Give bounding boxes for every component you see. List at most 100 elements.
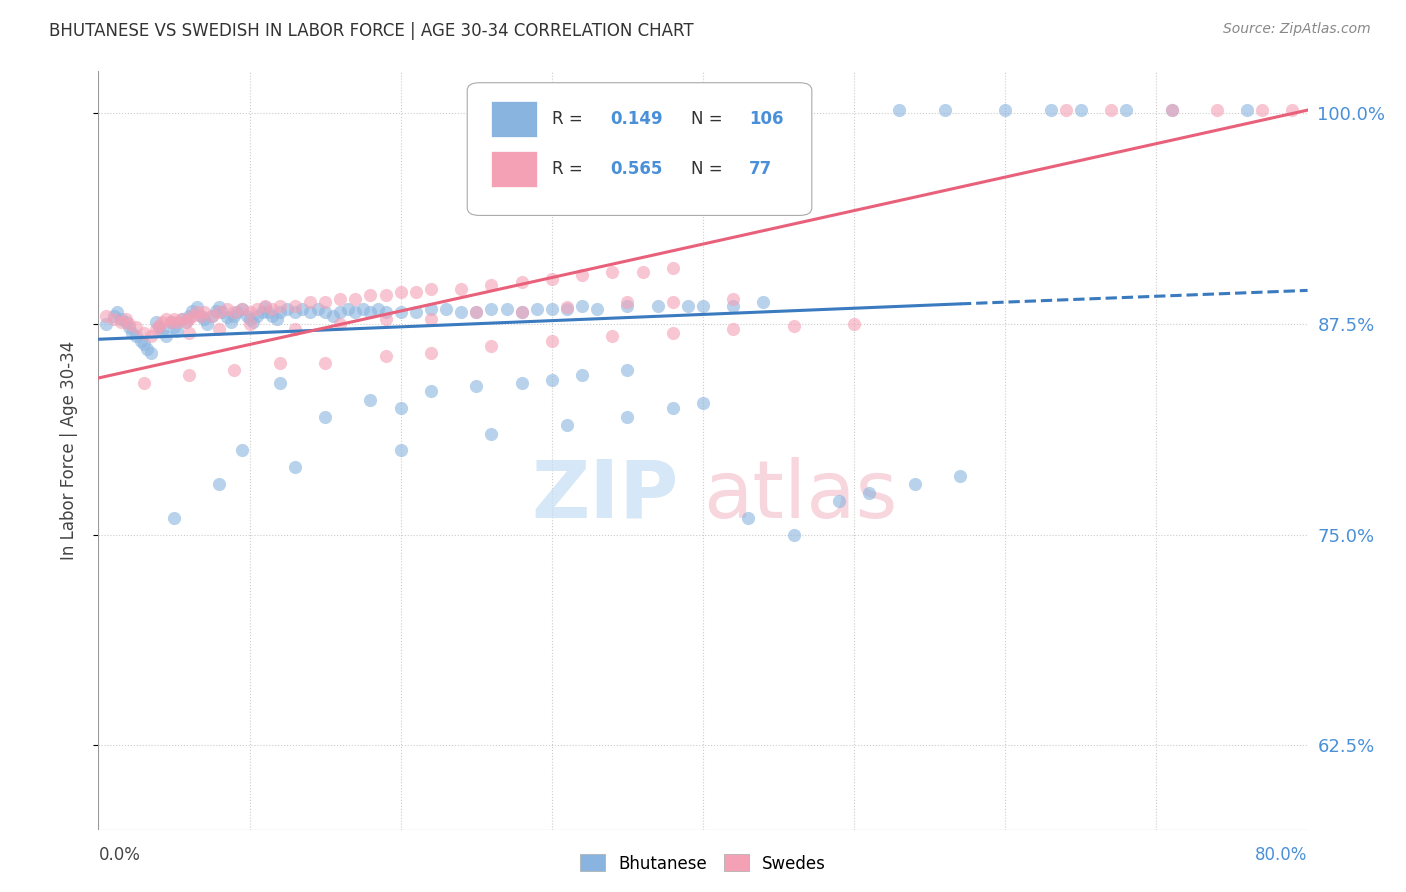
Point xyxy=(828,494,851,508)
Point xyxy=(420,345,443,359)
Point xyxy=(221,315,243,329)
Point xyxy=(181,309,204,323)
Text: R =: R = xyxy=(551,110,588,128)
Text: Source: ZipAtlas.com: Source: ZipAtlas.com xyxy=(1223,22,1371,37)
Text: 0.149: 0.149 xyxy=(610,110,662,128)
Text: 80.0%: 80.0% xyxy=(1256,847,1308,864)
Point xyxy=(344,305,367,319)
Point xyxy=(253,299,276,313)
Point xyxy=(215,310,238,325)
Point xyxy=(205,303,228,318)
Point xyxy=(262,309,284,323)
Point xyxy=(420,384,443,399)
Point xyxy=(145,315,167,329)
Point xyxy=(125,329,148,343)
Point xyxy=(239,305,262,319)
Point xyxy=(121,326,143,340)
Point xyxy=(114,312,136,326)
Text: N =: N = xyxy=(690,110,728,128)
Point xyxy=(616,362,638,376)
Point xyxy=(692,396,714,410)
Point xyxy=(602,103,624,117)
Point xyxy=(949,468,972,483)
Point xyxy=(242,315,264,329)
Point xyxy=(193,305,215,319)
Point xyxy=(186,300,208,314)
Point xyxy=(360,305,382,319)
Point xyxy=(783,527,806,541)
Text: atlas: atlas xyxy=(703,457,897,535)
Point xyxy=(269,356,291,370)
Point xyxy=(465,305,488,319)
Point xyxy=(145,322,167,336)
Point xyxy=(533,103,555,117)
Point xyxy=(465,305,488,319)
Text: R =: R = xyxy=(551,161,588,178)
Point xyxy=(533,103,555,117)
Text: 0.0%: 0.0% xyxy=(98,847,141,864)
Point xyxy=(132,337,155,351)
Point xyxy=(450,282,472,296)
Point xyxy=(1054,103,1077,117)
Point xyxy=(723,103,745,117)
Point xyxy=(160,315,183,329)
Point xyxy=(239,312,262,326)
Point xyxy=(299,295,322,310)
Point xyxy=(231,301,253,316)
Point xyxy=(858,485,880,500)
Point xyxy=(135,343,157,357)
Point xyxy=(118,317,141,331)
Point xyxy=(510,275,533,289)
Point xyxy=(299,305,322,319)
Point xyxy=(181,303,204,318)
Point xyxy=(250,305,273,319)
Point xyxy=(586,301,609,316)
Point xyxy=(481,339,503,353)
Point xyxy=(179,368,201,382)
Point xyxy=(510,305,533,319)
Point xyxy=(540,301,562,316)
Point xyxy=(374,305,396,319)
Point xyxy=(201,309,224,323)
Point xyxy=(510,305,533,319)
Point xyxy=(208,305,231,319)
Point xyxy=(190,309,212,323)
Point xyxy=(329,317,352,331)
Point xyxy=(616,295,638,310)
Point xyxy=(510,376,533,390)
Point xyxy=(661,295,683,310)
Point xyxy=(329,305,352,319)
Point xyxy=(208,477,231,491)
Point xyxy=(179,326,201,340)
Point xyxy=(450,305,472,319)
Point xyxy=(352,301,374,316)
Point xyxy=(564,103,586,117)
Point xyxy=(208,322,231,336)
Point xyxy=(155,329,177,343)
Point xyxy=(631,265,654,279)
Point xyxy=(190,309,212,323)
Point xyxy=(269,299,291,313)
Point xyxy=(94,317,117,331)
Point xyxy=(215,301,238,316)
Point xyxy=(211,305,233,319)
Point xyxy=(141,345,163,359)
Legend: Bhutanese, Swedes: Bhutanese, Swedes xyxy=(574,847,832,880)
Point xyxy=(314,409,336,424)
Point xyxy=(676,103,699,117)
Point xyxy=(405,285,427,299)
Point xyxy=(481,301,503,316)
Point xyxy=(322,309,344,323)
Point xyxy=(284,460,307,475)
Point xyxy=(246,309,269,323)
Point xyxy=(571,268,593,283)
Point xyxy=(904,477,927,491)
Point xyxy=(571,103,593,117)
Point xyxy=(163,511,186,525)
Point xyxy=(616,409,638,424)
Point xyxy=(201,309,224,323)
Point xyxy=(360,392,382,407)
Point xyxy=(132,376,155,390)
Point xyxy=(170,312,193,326)
Point xyxy=(155,312,177,326)
